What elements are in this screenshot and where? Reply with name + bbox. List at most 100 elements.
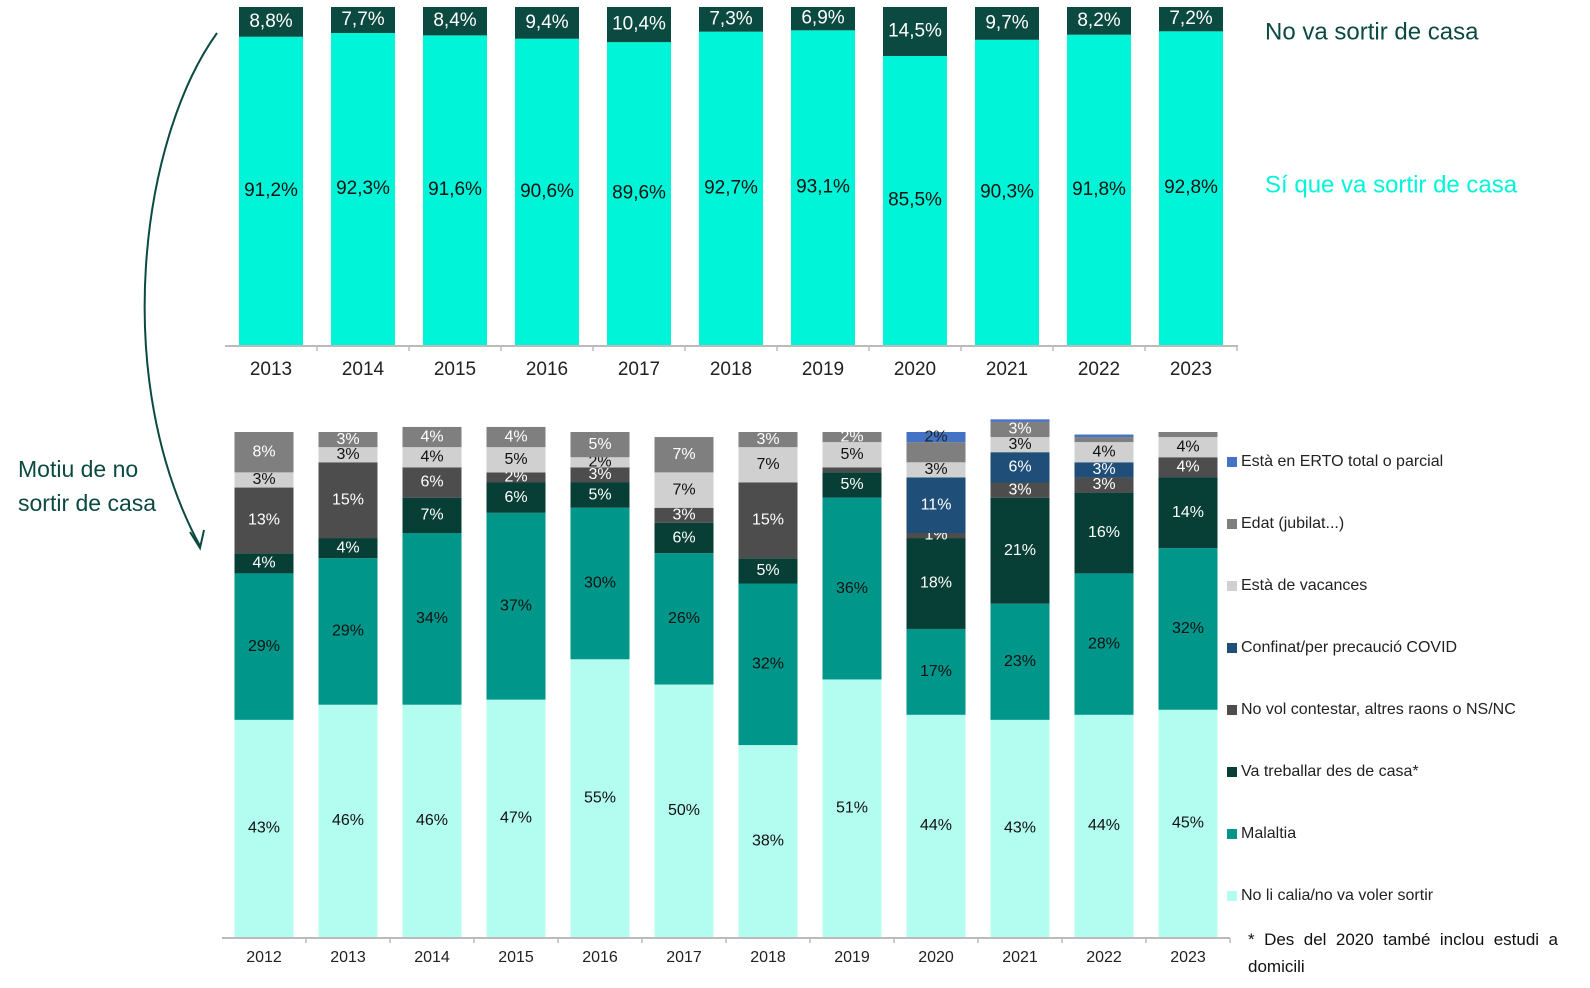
data-label: 91,6% xyxy=(428,179,482,200)
data-label: 92,3% xyxy=(336,178,390,199)
bar-segment xyxy=(654,522,714,554)
bar-segment xyxy=(990,452,1050,483)
bar-segment xyxy=(402,467,462,498)
data-label: 4% xyxy=(1176,459,1199,476)
bar-segment xyxy=(975,39,1039,345)
bar-segment xyxy=(1158,709,1218,937)
data-label: 5% xyxy=(840,446,863,463)
data-label: 3% xyxy=(1008,421,1031,438)
x-tick-label: 2017 xyxy=(666,949,702,966)
bar-segment xyxy=(654,684,714,937)
bar-segment xyxy=(822,679,882,937)
bar-segment xyxy=(822,497,882,680)
data-label: 29% xyxy=(332,623,364,640)
bar-segment xyxy=(234,573,294,720)
bar-segment xyxy=(1067,7,1131,35)
data-label: 92,8% xyxy=(1164,177,1218,198)
data-label: 46% xyxy=(332,812,364,829)
data-label: 7,7% xyxy=(341,9,384,30)
data-label: 30% xyxy=(584,575,616,592)
bar-segment xyxy=(975,7,1039,40)
bar-segment xyxy=(738,447,798,483)
bar-segment xyxy=(738,482,798,559)
data-label: 14,5% xyxy=(888,21,942,42)
data-label: 7% xyxy=(756,456,779,473)
bar-segment xyxy=(654,507,714,523)
x-tick-label: 2012 xyxy=(246,949,282,966)
data-label: 4% xyxy=(1176,438,1199,455)
x-tick-label: 2015 xyxy=(434,359,476,380)
data-label: 15% xyxy=(752,512,784,529)
data-label: 3% xyxy=(252,471,275,488)
bar-segment xyxy=(570,467,630,483)
bar-segment xyxy=(822,432,882,443)
bar-segment xyxy=(883,7,947,57)
data-label: 32% xyxy=(1172,620,1204,637)
data-label: 3% xyxy=(924,461,947,478)
legend-swatch xyxy=(1227,705,1237,715)
bar-segment xyxy=(402,533,462,705)
bar-segment xyxy=(1158,432,1218,438)
data-label: 43% xyxy=(248,820,280,837)
data-label: 5% xyxy=(588,436,611,453)
legend-label: Confinat/per precaució COVID xyxy=(1241,639,1457,656)
bar-segment xyxy=(791,7,855,31)
data-label: 7,2% xyxy=(1169,8,1212,29)
data-label: 9,4% xyxy=(525,12,568,33)
bar-segment xyxy=(239,7,303,37)
data-label: 4% xyxy=(420,448,443,465)
legend-swatch xyxy=(1227,643,1237,653)
bar-segment xyxy=(1074,714,1134,937)
data-label: 4% xyxy=(1092,443,1115,460)
data-label: 91,8% xyxy=(1072,179,1126,200)
legend-swatch xyxy=(1227,891,1237,901)
legend-label: Sí que va sortir de casa xyxy=(1265,171,1518,198)
bar-segment xyxy=(234,487,294,554)
x-tick-label: 2014 xyxy=(414,949,450,966)
bar-segment xyxy=(607,42,671,345)
data-label: 6% xyxy=(420,474,443,491)
data-label: 50% xyxy=(668,802,700,819)
x-tick-label: 2016 xyxy=(526,359,568,380)
bar-segment xyxy=(486,447,546,473)
data-label: 6% xyxy=(1008,459,1031,476)
x-tick-label: 2019 xyxy=(834,949,870,966)
data-label: 5% xyxy=(588,486,611,503)
bar-segment xyxy=(1074,477,1134,493)
bar-segment xyxy=(1074,462,1134,478)
bar-segment xyxy=(822,442,882,468)
data-label: 3% xyxy=(672,507,695,524)
legend-swatch xyxy=(1227,829,1237,839)
bar-segment xyxy=(515,38,579,345)
arrow-head xyxy=(189,529,205,551)
bar-segment xyxy=(515,7,579,39)
x-tick-label: 2021 xyxy=(986,359,1028,380)
data-label: 10,4% xyxy=(612,14,666,35)
bar-segment xyxy=(1074,492,1134,574)
data-label: 7% xyxy=(672,481,695,498)
data-label: 11% xyxy=(921,496,952,513)
data-label: 43% xyxy=(1004,820,1036,837)
bar-segment xyxy=(234,432,294,473)
data-label: 45% xyxy=(1172,815,1204,832)
x-tick-label: 2023 xyxy=(1170,949,1206,966)
data-label: 26% xyxy=(668,610,700,627)
bar-segment xyxy=(1159,7,1223,32)
bar-segment xyxy=(990,437,1050,453)
legend-label: No va sortir de casa xyxy=(1265,18,1479,45)
x-tick-label: 2017 xyxy=(618,359,660,380)
x-tick-label: 2018 xyxy=(750,949,786,966)
bar-segment xyxy=(791,30,855,346)
legend-label: Malaltia xyxy=(1241,825,1296,842)
data-label: 4% xyxy=(336,539,359,556)
bar-segment xyxy=(570,432,630,458)
data-label: 3% xyxy=(336,446,359,463)
bar-segment xyxy=(654,553,714,685)
data-label: 32% xyxy=(752,656,784,673)
bar-segment xyxy=(402,447,462,468)
data-label: 3% xyxy=(1008,436,1031,453)
x-tick-label: 2013 xyxy=(250,359,292,380)
data-label: 55% xyxy=(584,789,616,806)
x-tick-label: 2020 xyxy=(894,359,936,380)
legend-swatch xyxy=(1227,457,1237,467)
